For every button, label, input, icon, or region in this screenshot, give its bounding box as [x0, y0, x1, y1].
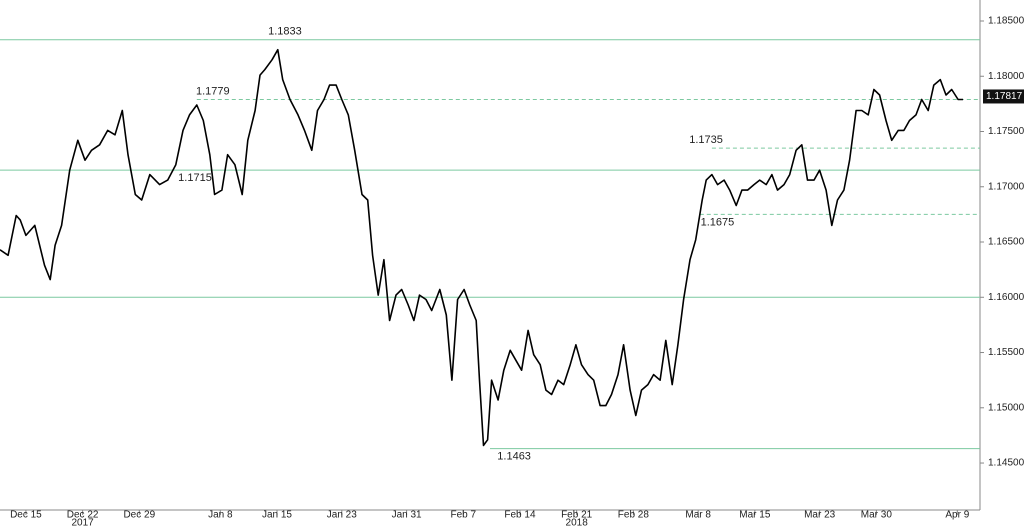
y-tick-label: 1.14500	[988, 458, 1024, 469]
level-label: 1.1675	[701, 216, 735, 228]
x-tick-label: Dec 22	[67, 510, 99, 521]
y-tick-label: 1.17500	[988, 126, 1024, 137]
level-label: 1.1463	[497, 451, 531, 463]
x-tick-label: Feb 28	[618, 510, 650, 521]
price-line	[0, 48, 963, 447]
last-price-box	[983, 89, 1024, 104]
x-tick-label: Mar 15	[739, 510, 771, 521]
y-tick-label: 1.15000	[988, 402, 1024, 413]
level-label: 1.1715	[178, 172, 212, 184]
last-price-label: 1.17817	[986, 91, 1023, 102]
level-label: 1.1833	[268, 26, 302, 38]
x-tick-label: Dec 15	[10, 510, 42, 521]
y-tick-label: 1.15500	[988, 347, 1024, 358]
x-tick-label: Mar 8	[685, 510, 711, 521]
x-tick-label: Jan 8	[208, 510, 233, 521]
x-tick-label: Jan 15	[262, 510, 292, 521]
x-tick-label: Jan 23	[327, 510, 357, 521]
x-tick-label: Apr 9	[945, 510, 969, 521]
level-label: 1.1779	[196, 85, 230, 97]
y-tick-label: 1.18000	[988, 71, 1024, 82]
y-tick-label: 1.17000	[988, 181, 1024, 192]
x-tick-label: Feb 14	[504, 510, 536, 521]
year-label: 2018	[566, 518, 589, 528]
x-tick-label: Dec 29	[123, 510, 155, 521]
y-tick-label: 1.18500	[988, 16, 1024, 27]
x-tick-label: Mar 23	[804, 510, 836, 521]
x-tick-label: Feb 7	[450, 510, 476, 521]
x-tick-label: Mar 30	[861, 510, 893, 521]
y-tick-label: 1.16500	[988, 237, 1024, 248]
year-label: 2017	[71, 518, 94, 528]
x-tick-label: Jan 31	[392, 510, 422, 521]
x-tick-label: Feb 21	[561, 510, 593, 521]
level-label: 1.1735	[689, 134, 723, 146]
y-tick-label: 1.16000	[988, 292, 1024, 303]
